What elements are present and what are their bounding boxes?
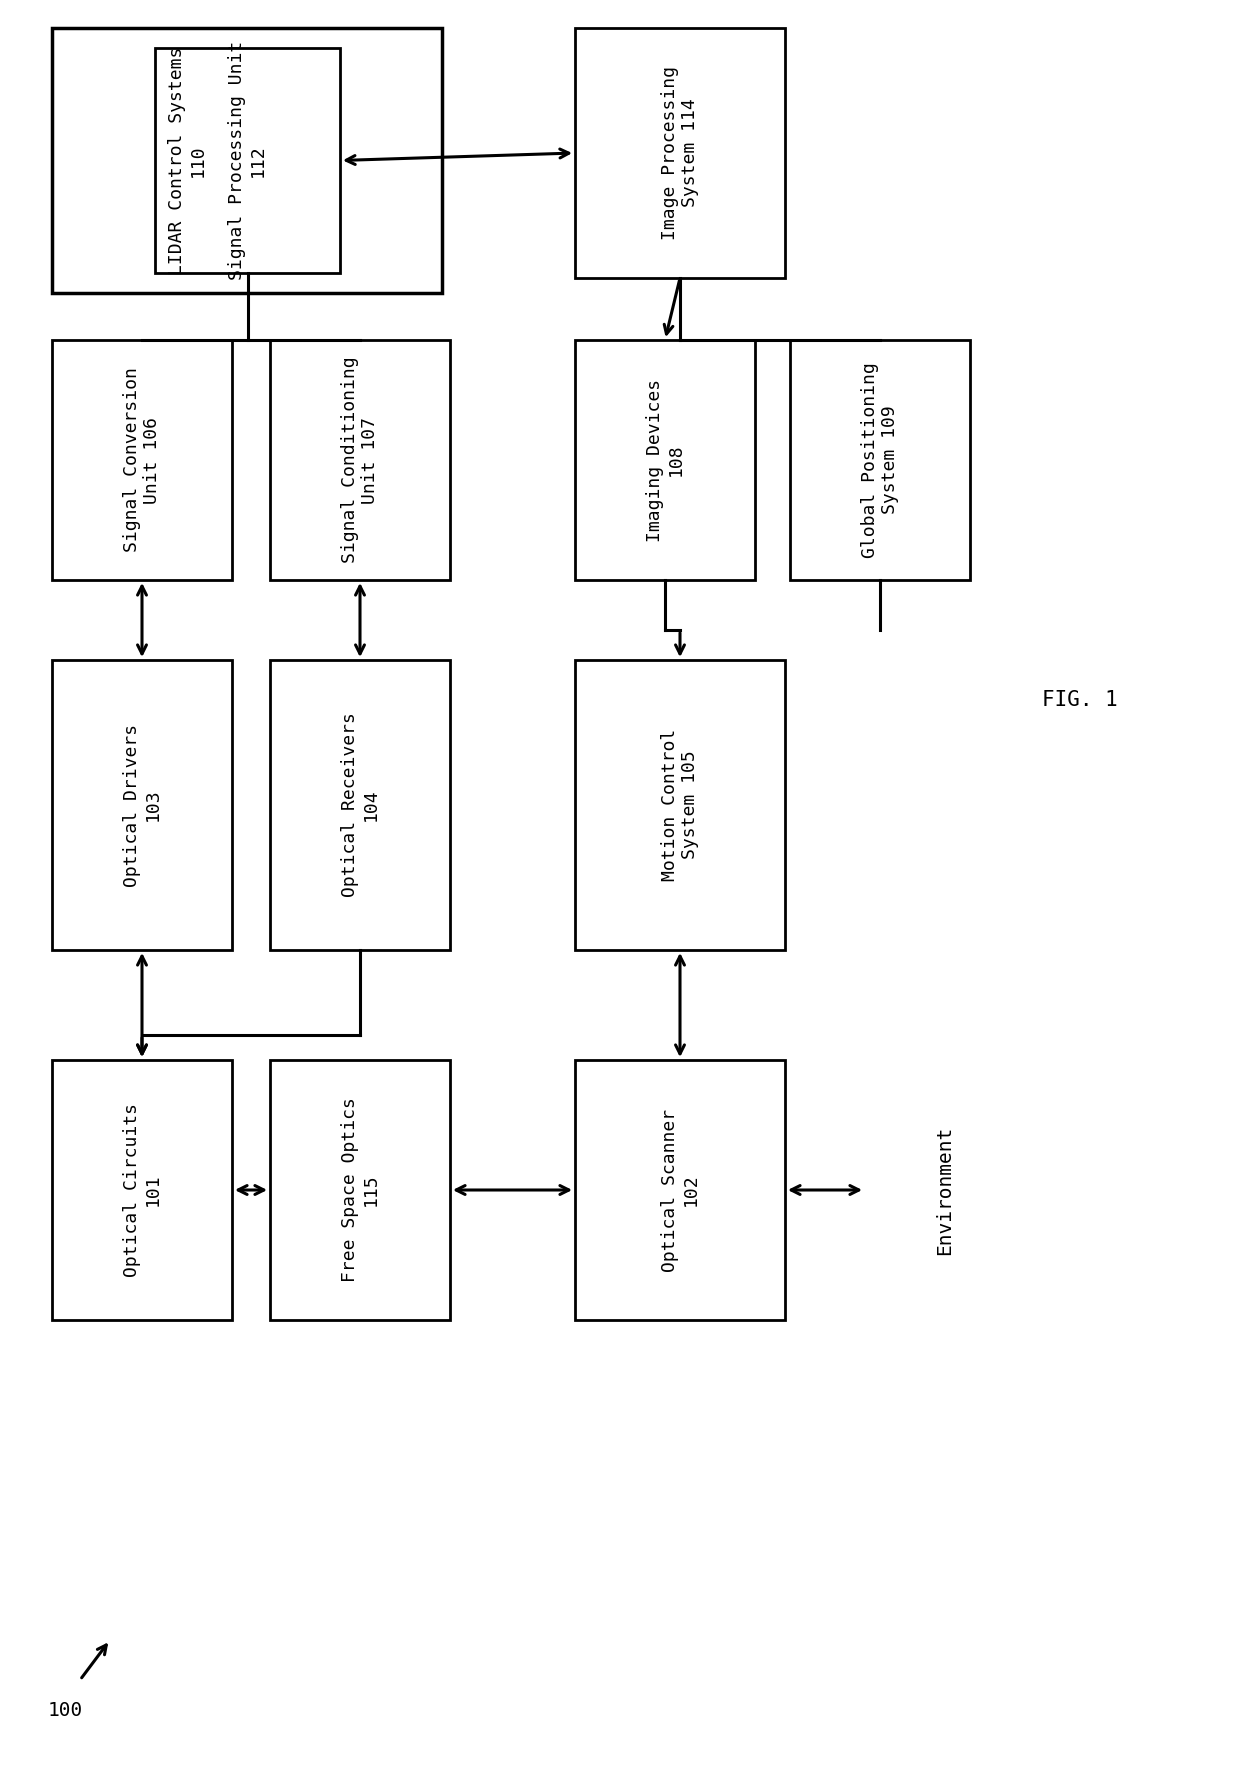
Text: Optical Receivers
104: Optical Receivers 104 (341, 712, 379, 897)
Text: LIDAR Control Systems
110: LIDAR Control Systems 110 (167, 46, 206, 275)
Text: Signal Conditioning
Unit 107: Signal Conditioning Unit 107 (341, 357, 379, 563)
Text: Motion Control
System 105: Motion Control System 105 (661, 728, 699, 881)
Bar (575, 339, 755, 581)
Bar (52, 1060, 232, 1320)
Bar (52, 28, 441, 293)
Text: 100: 100 (47, 1700, 83, 1719)
Text: Optical Scanner
102: Optical Scanner 102 (661, 1108, 699, 1272)
Bar (575, 1060, 785, 1320)
Bar (790, 339, 970, 581)
Bar (270, 339, 450, 581)
Text: Signal Conversion
Unit 106: Signal Conversion Unit 106 (123, 368, 161, 552)
Text: Free Space Optics
115: Free Space Optics 115 (341, 1098, 379, 1282)
Text: Optical Drivers
103: Optical Drivers 103 (123, 723, 161, 886)
Text: Signal Processing Unit
112: Signal Processing Unit 112 (228, 41, 267, 281)
Text: FIG. 1: FIG. 1 (1042, 691, 1118, 710)
Text: Environment: Environment (935, 1126, 955, 1254)
Bar (575, 661, 785, 950)
Bar (270, 1060, 450, 1320)
Bar (52, 339, 232, 581)
Bar (52, 661, 232, 950)
Text: Optical Circuits
101: Optical Circuits 101 (123, 1103, 161, 1277)
Bar (270, 661, 450, 950)
Text: Global Positioning
System 109: Global Positioning System 109 (861, 362, 899, 558)
Text: Imaging Devices
108: Imaging Devices 108 (646, 378, 684, 542)
Bar (155, 48, 340, 274)
Text: Image Processing
System 114: Image Processing System 114 (661, 66, 699, 240)
Bar (575, 28, 785, 279)
